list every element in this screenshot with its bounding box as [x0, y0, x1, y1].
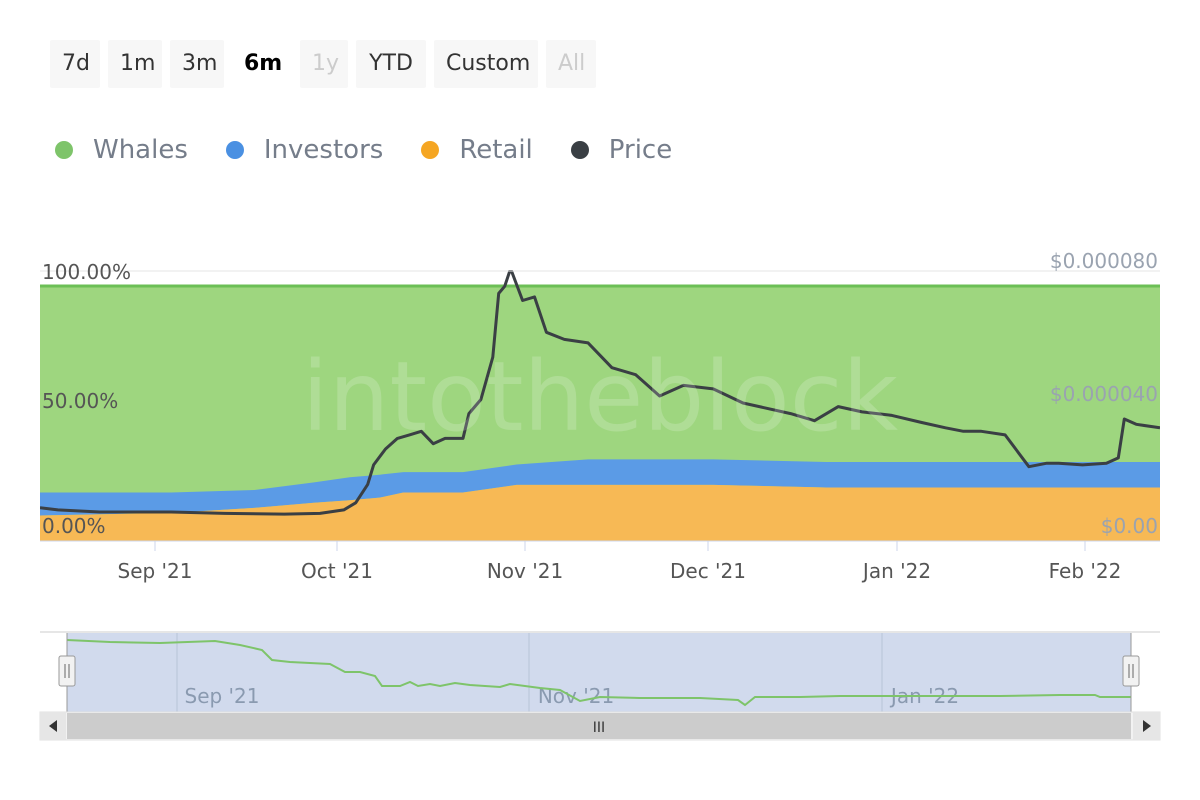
price-line: [40, 270, 1160, 516]
navigator-handle-left[interactable]: [58, 633, 76, 712]
legend-item-price[interactable]: Price: [570, 135, 673, 165]
x-tick-label: Feb '22: [1049, 559, 1122, 583]
legend-dot-icon: [421, 141, 440, 159]
chart-legend: Whales Investors Retail Price: [55, 128, 710, 172]
axes: Sep '21 Oct '21 Nov '21 Dec '21 Jan '22 Feb '…: [40, 249, 1160, 583]
legend-item-retail[interactable]: Retail: [421, 135, 533, 165]
legend-label: Price: [608, 135, 673, 165]
legend-dot-icon: [570, 141, 589, 159]
range-selector: 7d 1m 3m 6m 1y YTD Custom All: [50, 40, 596, 88]
arrow-right-icon: [1143, 720, 1151, 732]
legend-label: Retail: [459, 135, 533, 165]
legend-item-investors[interactable]: Investors: [225, 135, 384, 165]
legend-dot-icon: [55, 141, 73, 159]
x-tick-label: Sep '21: [118, 559, 193, 583]
y-right-tick-label: $0.000080: [1050, 249, 1158, 273]
x-tick-label: Oct '21: [301, 559, 373, 583]
investors-area: [40, 459, 1160, 516]
x-tick-label: Dec '21: [670, 559, 746, 583]
scrollbar-grip-icon: III: [593, 720, 605, 736]
navigator-handle-right[interactable]: [1122, 633, 1140, 712]
y-left-tick-label: 50.00%: [42, 389, 118, 413]
scrollbar-thumb[interactable]: [67, 713, 1131, 739]
navigator-series-line: [66, 639, 1131, 707]
legend-label: Investors: [263, 135, 384, 165]
plot-area: [40, 270, 1160, 541]
range-button-6m[interactable]: 6m: [232, 40, 292, 88]
navigator-tick-label: Sep '21: [185, 684, 260, 708]
legend-label: Whales: [93, 135, 188, 165]
x-tick-label: Nov '21: [487, 559, 563, 583]
range-button-all: All: [546, 40, 596, 88]
y-left-tick-label: 0.00%: [42, 514, 106, 538]
x-tick-label: Jan '22: [861, 559, 931, 583]
range-button-7d[interactable]: 7d: [50, 40, 100, 88]
range-button-custom[interactable]: Custom: [434, 40, 538, 88]
watermark: intotheblock: [302, 341, 899, 453]
y-right-tick-label: $0.00: [1101, 514, 1158, 538]
handle-box[interactable]: [58, 655, 76, 687]
handle-box[interactable]: [1122, 655, 1140, 687]
y-left-tick-label: 100.00%: [42, 260, 131, 284]
arrow-left-icon: [49, 720, 57, 732]
watermark-text: intotheblock: [302, 341, 899, 453]
range-button-3m[interactable]: 3m: [170, 40, 224, 88]
legend-item-whales[interactable]: Whales: [55, 135, 188, 165]
retail-area: [40, 484, 1160, 541]
range-button-1m[interactable]: 1m: [108, 40, 162, 88]
navigator-tick-label: Nov '21: [538, 684, 614, 708]
range-button-ytd[interactable]: YTD: [356, 40, 426, 88]
y-right-tick-label: $0.000040: [1050, 382, 1158, 406]
legend-dot-icon: [225, 141, 244, 159]
range-button-1y: 1y: [300, 40, 348, 88]
